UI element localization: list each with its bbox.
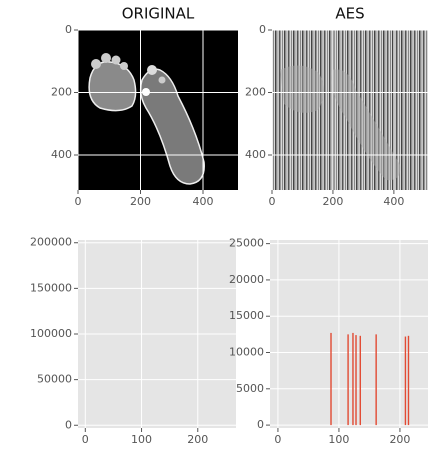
aes-image [272,30,428,190]
x-tick-label: 200 [130,195,151,208]
y-tick-label: 10000 [229,346,264,359]
bar [352,332,354,426]
bar [359,335,361,426]
chart-title: ORIGINAL [122,5,195,23]
bar [330,332,332,426]
y-tick-label: 200 [245,86,266,99]
y-tick-label: 5000 [236,382,264,395]
x-tick-label: 0 [82,433,89,446]
x-tick-label: 400 [193,195,214,208]
y-tick-label: 15000 [229,309,264,322]
bar [407,335,410,426]
y-tick-label: 0 [65,23,72,36]
x-tick-label: 0 [75,195,82,208]
x-tick-label: 200 [322,195,343,208]
x-tick-label: 200 [389,433,410,446]
y-tick-label: 150000 [30,281,72,294]
x-tick-label: 100 [131,433,152,446]
original-image [78,30,238,190]
y-tick-label: 200000 [30,236,72,249]
y-tick-label: 0 [65,418,72,431]
y-tick-label: 20000 [229,273,264,286]
y-tick-label: 25000 [229,237,264,250]
y-tick-label: 50000 [37,373,72,386]
y-tick-label: 400 [51,148,72,161]
bar [347,334,349,426]
y-tick-label: 200 [51,86,72,99]
y-tick-label: 0 [257,418,264,431]
bar [355,335,357,426]
y-tick-label: 100000 [30,327,72,340]
x-tick-label: 400 [383,195,404,208]
x-tick-label: 0 [269,195,276,208]
x-tick-label: 100 [328,433,349,446]
bar [375,334,377,426]
chart-title: AES [335,5,364,23]
x-tick-label: 200 [187,433,208,446]
x-tick-label: 0 [274,433,281,446]
y-tick-label: 400 [245,148,266,161]
bar [404,336,407,426]
y-tick-label: 0 [259,23,266,36]
axes-background [270,240,428,428]
